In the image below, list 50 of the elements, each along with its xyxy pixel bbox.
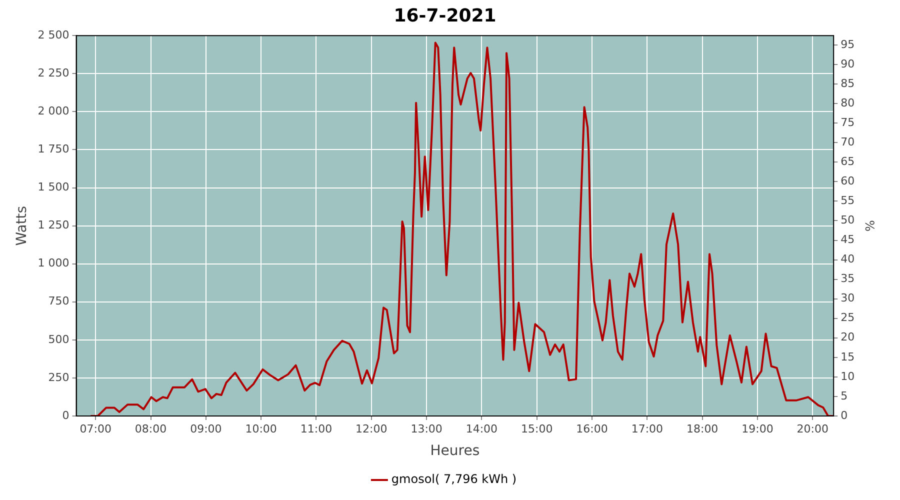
x-tick-label: 15:00 (521, 422, 553, 436)
y2-tick-label: 0 (840, 408, 848, 422)
y2-tick-label: 35 (840, 272, 855, 286)
y-tick-label: 1 250 (38, 218, 70, 232)
x-tick-label: 12:00 (356, 422, 388, 436)
y-tick-label: 1 000 (38, 256, 70, 270)
x-tick-label: 16:00 (576, 422, 608, 436)
x-tick-label: 08:00 (134, 422, 167, 436)
y-tick-label: 750 (48, 294, 70, 308)
x-tick-label: 11:00 (300, 422, 332, 436)
y2-tick-label: 90 (840, 57, 855, 70)
y2-tick-label: 30 (840, 292, 855, 305)
y2-tick-label: 70 (840, 135, 855, 148)
x-tick-label: 17:00 (631, 422, 664, 436)
y2-tick-label: 75 (840, 116, 855, 129)
y-tick-label: 250 (48, 370, 70, 384)
y2-tick-label: 15 (840, 350, 855, 364)
x-tick-label: 07:00 (80, 422, 112, 436)
y-tick-label: 1 750 (38, 142, 70, 156)
y-tick-label: 500 (48, 332, 70, 346)
x-tick-label: 20:00 (796, 422, 828, 436)
y2-tick-label: 25 (840, 311, 855, 324)
y2-tick-label: 60 (840, 174, 855, 188)
y2-tick-label: 80 (840, 96, 855, 110)
x-tick-label: 13:00 (410, 422, 442, 436)
y2-tick-label: 95 (840, 38, 855, 51)
y2-tick-label: 5 (840, 389, 848, 402)
chart-title: 16-7-2021 (394, 5, 496, 26)
x-tick-label: 09:00 (190, 422, 222, 436)
y-tick-label: 2 000 (38, 104, 70, 118)
y-tick-label: 2 500 (38, 28, 70, 42)
y-axis-title: Watts (14, 206, 30, 246)
y2-tick-label: 20 (840, 330, 855, 344)
y2-tick-label: 45 (840, 233, 855, 246)
x-axis-title: Heures (430, 443, 480, 460)
y-tick-label: 2 250 (38, 66, 70, 80)
y2-tick-label: 10 (840, 370, 855, 383)
y-tick-label: 1 500 (38, 180, 70, 194)
x-tick-label: 19:00 (742, 422, 774, 436)
y2-tick-label: 65 (840, 155, 855, 168)
y2-axis-title: % (862, 220, 877, 232)
y2-tick-label: 50 (840, 214, 855, 227)
y-tick-label: 0 (62, 408, 70, 422)
y2-tick-label: 85 (840, 76, 855, 90)
x-tick-label: 18:00 (686, 422, 718, 436)
y2-tick-label: 40 (840, 252, 855, 266)
legend-label: gmosol( 7,796 kWh ) (391, 472, 517, 486)
x-tick-label: 10:00 (245, 422, 277, 436)
y2-tick-label: 55 (840, 194, 855, 208)
x-tick-label: 14:00 (466, 422, 498, 436)
